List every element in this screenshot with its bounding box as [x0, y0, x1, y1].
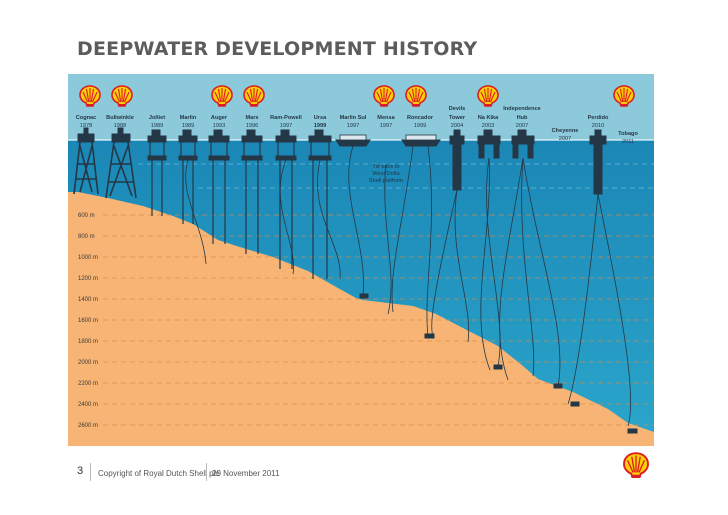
project-name: Marlin [180, 115, 197, 121]
project-year: 2010 [592, 123, 604, 129]
depth-label: 600 m [78, 213, 95, 219]
tlp-auger [208, 129, 230, 244]
depth-label: 800 m [78, 234, 95, 240]
project-year: 1999 [414, 123, 426, 129]
project-year: 1989 [151, 123, 163, 129]
sky-band [68, 74, 654, 140]
semi-independence-hub [499, 129, 563, 389]
project-name: Auger [211, 115, 228, 121]
project-name: Independence [503, 106, 541, 112]
depth-label: 2000 m [78, 360, 98, 366]
tlp-mars [241, 129, 263, 254]
copyright-text: Copyright of Royal Dutch Shell plc [98, 469, 220, 478]
depth-label: 2600 m [78, 423, 98, 429]
project-name: Tobago [618, 131, 638, 137]
tlp-jolliet [147, 129, 167, 216]
tlp-ursa [308, 129, 341, 280]
mensa-subsea-line [384, 163, 392, 315]
project-year: 2003 [482, 123, 494, 129]
project-year: 2007 [559, 136, 571, 142]
fpso-roncador [391, 134, 441, 339]
project-name: Marlin Sul [340, 115, 367, 121]
project-name: Devils [449, 106, 465, 112]
svg-text:West Delta: West Delta [372, 171, 400, 177]
depth-label: 2400 m [78, 402, 98, 408]
project-name: Roncador [407, 115, 434, 121]
project-year: 1989 [182, 123, 194, 129]
shell-logo-icon [622, 452, 650, 483]
project-year: 1997 [347, 123, 359, 129]
project-name: Ram-Powell [270, 115, 302, 121]
project-name: Cognac [76, 115, 97, 121]
footer-date: 29 November 2011 [212, 469, 280, 478]
page-title: DEEPWATER DEVELOPMENT HISTORY [77, 38, 478, 60]
cognac-platform [73, 127, 99, 195]
project-name: Mars [245, 115, 258, 121]
project-year: 1999 [314, 123, 326, 129]
project-year: 2007 [516, 123, 528, 129]
project-name: Jolliet [149, 115, 165, 121]
project-name: Bullwinkle [106, 115, 134, 121]
spar-devils-tower [431, 129, 470, 343]
project-name: Na Kika [478, 115, 499, 121]
bullwinkle-platform [105, 127, 137, 199]
project-name: Hub [517, 115, 528, 121]
project-year: 1988 [114, 123, 126, 129]
depth-label: 1800 m [78, 339, 98, 345]
deepwater-diagram: 600 m 800 m 1000 m 1200 m 1400 m 1600 m … [68, 74, 654, 446]
project-year: 1997 [280, 123, 292, 129]
spar-perdido [567, 129, 638, 434]
svg-text:Shell platform: Shell platform [369, 178, 404, 184]
project-year: 2004 [451, 123, 463, 129]
project-name: Perdido [588, 115, 609, 121]
page-number: 3 [77, 465, 84, 477]
tie-back-annotation: Tie back to [372, 164, 399, 170]
footer-divider [206, 463, 207, 481]
depth-label: 1400 m [78, 297, 98, 303]
depth-label: 1600 m [78, 318, 98, 324]
project-name: Tower [449, 115, 466, 121]
project-name: Mensa [377, 115, 395, 121]
tlp-marlin [178, 129, 207, 265]
project-name: Ursa [314, 115, 327, 121]
footer-divider [90, 463, 91, 481]
project-year: 2011 [622, 139, 634, 145]
semi-na-kika [477, 129, 503, 371]
tlp-ram-powell [275, 129, 297, 275]
project-year: 1993 [213, 123, 225, 129]
depth-label: 1000 m [78, 255, 98, 261]
project-year: 1978 [80, 123, 92, 129]
seabed-profile [68, 192, 654, 446]
depth-label: 1200 m [78, 276, 98, 282]
project-name: Cheyenne [552, 128, 579, 134]
depth-label: 2200 m [78, 381, 98, 387]
project-year: 1997 [380, 123, 392, 129]
project-year: 1996 [246, 123, 258, 129]
fpso-marlin-sul [335, 134, 371, 299]
